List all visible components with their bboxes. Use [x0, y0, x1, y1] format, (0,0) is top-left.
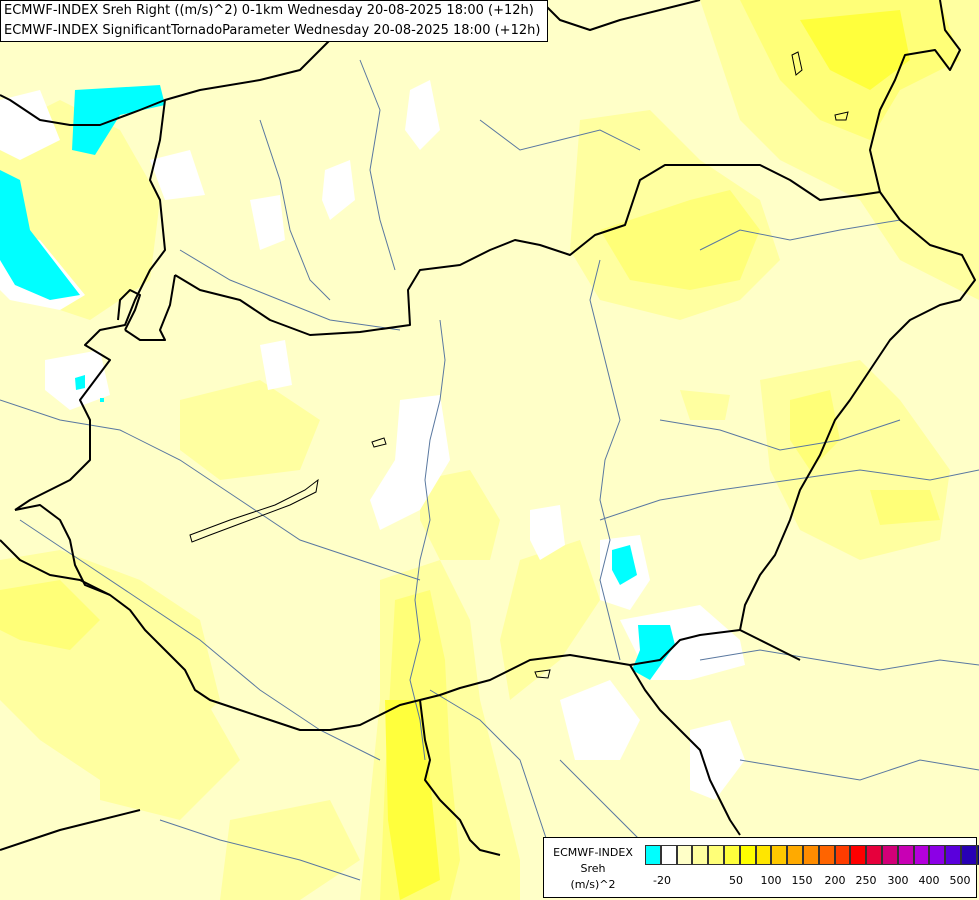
legend-swatch — [913, 845, 930, 865]
legend-tick-label: 400 — [918, 874, 940, 887]
legend-swatch — [771, 845, 788, 865]
legend-swatch — [881, 845, 898, 865]
color-legend: ECMWF-INDEX Sreh (m/s)^2 -20 50 100 150 200 2… — [543, 837, 979, 898]
legend-swatch — [834, 845, 851, 865]
title-line-sreh: ECMWF-INDEX Sreh Right ((m/s)^2) 0-1km W… — [4, 3, 534, 18]
legend-swatch — [850, 845, 867, 865]
legend-tick-label: 100 — [760, 874, 782, 887]
legend-title-line3: (m/s)^2 — [570, 878, 616, 891]
legend-title-line2: Sreh — [580, 862, 606, 875]
legend-swatch — [787, 845, 803, 865]
legend-swatch — [976, 845, 979, 865]
negative-sreh-patches — [0, 85, 675, 680]
legend-swatch — [960, 845, 977, 865]
legend-swatch — [755, 845, 772, 865]
legend-swatch — [676, 845, 693, 865]
country-borders — [0, 0, 976, 856]
legend-swatch — [645, 845, 661, 865]
legend-swatches — [645, 845, 979, 865]
lakes — [189, 51, 849, 679]
legend-tick-label: 500 — [949, 874, 971, 887]
legend-swatch — [739, 845, 756, 865]
legend-swatch — [818, 845, 835, 865]
map-title-box: ECMWF-INDEX Sreh Right ((m/s)^2) 0-1km W… — [0, 0, 548, 42]
legend-swatch — [929, 845, 946, 865]
legend-tick-label: 150 — [791, 874, 813, 887]
legend-tick-label: 250 — [855, 874, 877, 887]
legend-tick-label: 200 — [824, 874, 846, 887]
legend-swatch — [708, 845, 724, 865]
legend-swatch — [945, 845, 961, 865]
legend-tick-label: 50 — [729, 874, 743, 887]
legend-swatch — [723, 845, 740, 865]
legend-title: ECMWF-INDEX Sreh (m/s)^2 — [547, 845, 639, 893]
legend-swatch — [660, 845, 677, 865]
legend-ticks: -2050100150200250300400500700 — [645, 874, 975, 890]
legend-swatch — [897, 845, 914, 865]
legend-tick-label: 300 — [887, 874, 909, 887]
legend-swatch — [692, 845, 709, 865]
legend-swatch — [802, 845, 819, 865]
title-line-stp: ECMWF-INDEX SignificantTornadoParameter … — [4, 23, 541, 38]
legend-tick-label: -20 — [653, 874, 671, 887]
rivers — [0, 59, 979, 881]
legend-swatch — [866, 845, 882, 865]
legend-title-line1: ECMWF-INDEX — [553, 846, 633, 859]
